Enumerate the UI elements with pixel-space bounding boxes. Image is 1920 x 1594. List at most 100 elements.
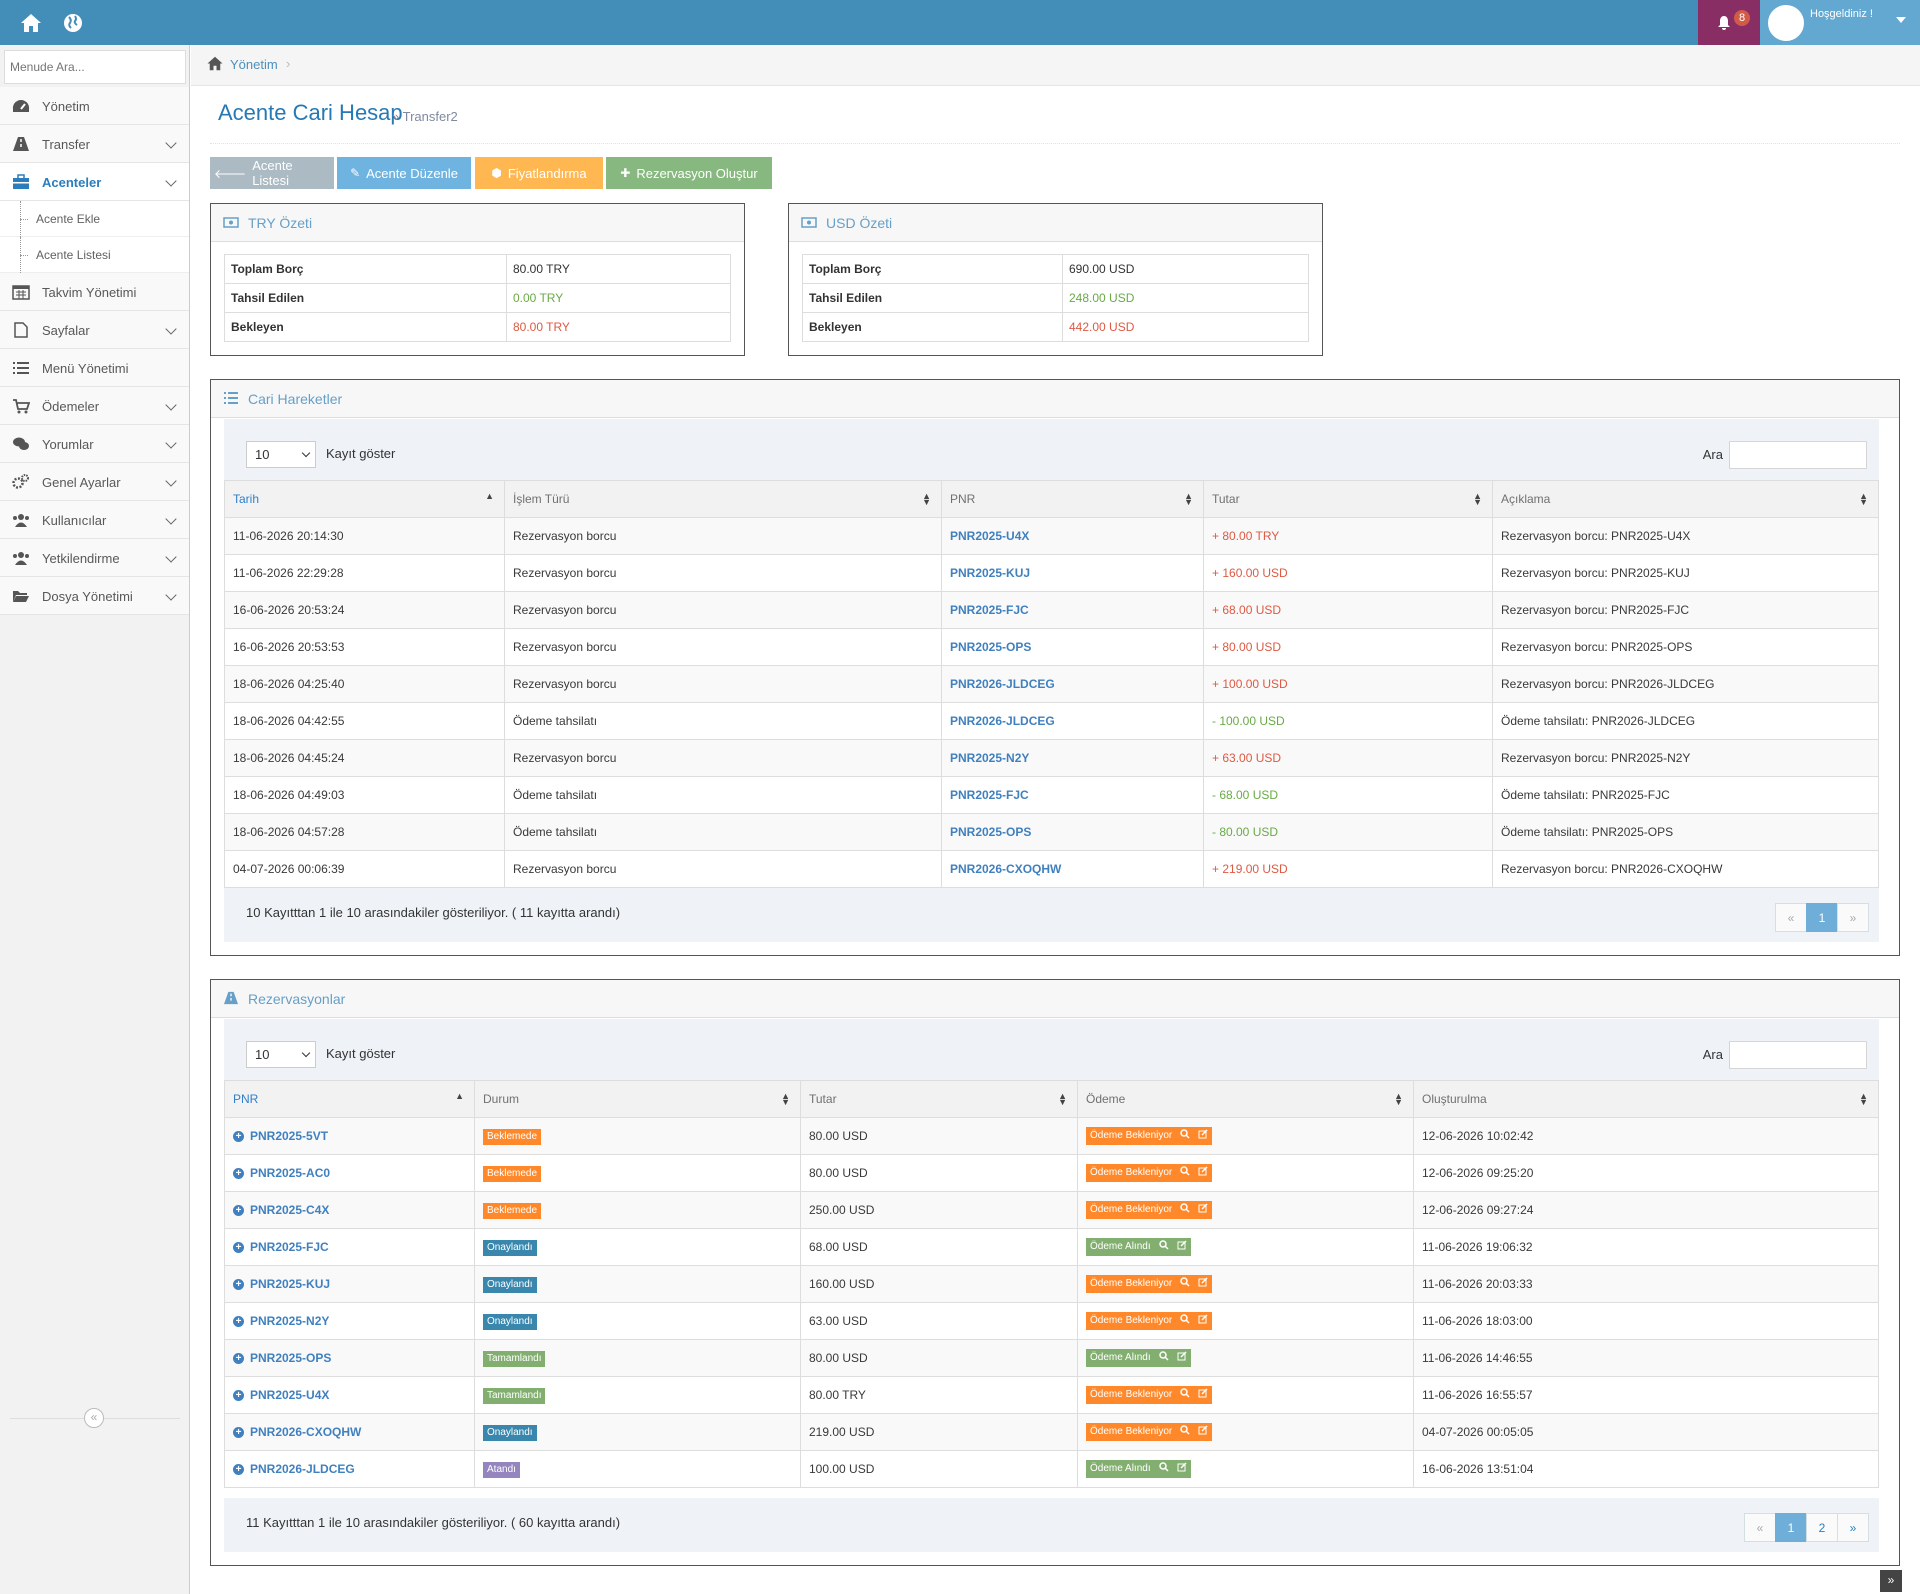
pnr-link[interactable]: PNR2025-OPS xyxy=(250,1351,332,1365)
sidebar-item-menu-yonetimi[interactable]: Menü Yönetimi xyxy=(0,349,189,387)
column-header-tutar[interactable]: Tutar ▲ ▼ xyxy=(800,1080,1078,1118)
pnr-link[interactable]: PNR2025-C4X xyxy=(250,1203,330,1217)
edit-icon[interactable] xyxy=(1198,1314,1208,1328)
zoom-icon[interactable] xyxy=(1158,1240,1169,1254)
pnr-link[interactable]: PNR2025-KUJ xyxy=(950,566,1031,580)
expand-plus-icon[interactable]: + xyxy=(233,1205,244,1217)
pnr-link[interactable]: PNR2025-KUJ xyxy=(250,1277,331,1291)
column-header-islem-turu[interactable]: İşlem Türü ▲ ▼ xyxy=(504,480,942,518)
pnr-link[interactable]: PNR2025-FJC xyxy=(950,788,1029,802)
sidebar-subitem-acente-listesi[interactable]: Acente Listesi xyxy=(0,237,189,273)
edit-icon[interactable] xyxy=(1177,1462,1187,1476)
pnr-link[interactable]: PNR2025-U4X xyxy=(250,1388,330,1402)
expand-plus-icon[interactable]: + xyxy=(233,1353,244,1365)
breadcrumb-link-yonetim[interactable]: Yönetim xyxy=(230,57,278,72)
table-search-input[interactable] xyxy=(1729,441,1867,469)
edit-icon[interactable] xyxy=(1198,1166,1208,1180)
expand-plus-icon[interactable]: + xyxy=(233,1131,244,1143)
sidebar-collapse-button[interactable]: « xyxy=(84,1408,104,1428)
sidebar-item-yetkilendirme[interactable]: Yetkilendirme xyxy=(0,539,189,577)
pnr-link[interactable]: PNR2025-OPS xyxy=(950,825,1032,839)
zoom-icon[interactable] xyxy=(1180,1203,1190,1217)
pagination-next[interactable]: » xyxy=(1837,1513,1869,1542)
home-icon[interactable] xyxy=(17,9,45,37)
expand-plus-icon[interactable]: + xyxy=(233,1464,244,1476)
pnr-link[interactable]: PNR2025-N2Y xyxy=(950,751,1030,765)
pnr-link[interactable]: PNR2026-JLDCEG xyxy=(950,677,1055,691)
edit-icon[interactable] xyxy=(1177,1351,1187,1365)
pnr-link[interactable]: PNR2025-FJC xyxy=(950,603,1029,617)
column-header-pnr[interactable]: PNR ▲ ▼ xyxy=(941,480,1204,518)
expand-plus-icon[interactable]: + xyxy=(233,1242,244,1254)
zoom-icon[interactable] xyxy=(1180,1388,1190,1402)
sidebar-subitem-acente-ekle[interactable]: Acente Ekle xyxy=(0,201,189,237)
zoom-icon[interactable] xyxy=(1180,1166,1190,1180)
edit-icon[interactable] xyxy=(1198,1129,1208,1143)
pagination-prev[interactable]: « xyxy=(1775,903,1807,932)
column-header-odeme[interactable]: Ödeme ▲ ▼ xyxy=(1077,1080,1414,1118)
pagination-page[interactable]: 2 xyxy=(1806,1513,1838,1542)
column-header-pnr[interactable]: PNR ▲ xyxy=(224,1080,475,1118)
expand-plus-icon[interactable]: + xyxy=(233,1279,244,1291)
page-length-select[interactable]: 10 xyxy=(246,441,316,468)
page-length-select[interactable]: 10 xyxy=(246,1041,316,1068)
column-header-tutar[interactable]: Tutar ▲ ▼ xyxy=(1203,480,1493,518)
scroll-to-top-button[interactable]: » xyxy=(1880,1570,1902,1592)
expand-plus-icon[interactable]: + xyxy=(233,1168,244,1180)
notifications-button[interactable]: 8 xyxy=(1698,0,1760,45)
sidebar-item-transfer[interactable]: Transfer xyxy=(0,125,189,163)
expand-plus-icon[interactable]: + xyxy=(233,1316,244,1328)
agency-list-button[interactable]: 🡐 Acente Listesi xyxy=(210,157,334,189)
sidebar-item-acenteler[interactable]: Acenteler xyxy=(0,163,189,201)
user-menu[interactable]: Hoşgeldiniz ! xyxy=(1760,0,1920,45)
column-header-durum[interactable]: Durum ▲ ▼ xyxy=(474,1080,801,1118)
sidebar-item-yorumlar[interactable]: Yorumlar xyxy=(0,425,189,463)
column-header-olusturulma[interactable]: Oluşturulma ▲ ▼ xyxy=(1413,1080,1879,1118)
edit-icon[interactable] xyxy=(1198,1388,1208,1402)
pagination-page[interactable]: 1 xyxy=(1806,903,1838,932)
pnr-link[interactable]: PNR2026-JLDCEG xyxy=(950,714,1055,728)
zoom-icon[interactable] xyxy=(1158,1351,1169,1365)
sidebar-item-odemeler[interactable]: Ödemeler xyxy=(0,387,189,425)
zoom-icon[interactable] xyxy=(1180,1277,1190,1291)
edit-icon[interactable] xyxy=(1177,1240,1187,1254)
pagination-next[interactable]: » xyxy=(1837,903,1869,932)
pnr-link[interactable]: PNR2025-OPS xyxy=(950,640,1032,654)
pnr-link[interactable]: PNR2026-JLDCEG xyxy=(250,1462,355,1476)
sidebar-item-takvim[interactable]: Takvim Yönetimi xyxy=(0,273,189,311)
header-label: Oluşturulma xyxy=(1422,1092,1487,1106)
pnr-link[interactable]: PNR2026-CXOQHW xyxy=(950,862,1062,876)
payment-badge: Ödeme Bekleniyor xyxy=(1086,1201,1213,1219)
pnr-link[interactable]: PNR2025-U4X xyxy=(950,529,1030,543)
globe-icon[interactable] xyxy=(59,9,87,37)
pnr-link[interactable]: PNR2025-5VT xyxy=(250,1129,329,1143)
pricing-button[interactable]: ⬢ Fiyatlandırma xyxy=(475,157,603,189)
expand-plus-icon[interactable]: + xyxy=(233,1390,244,1402)
agency-edit-button[interactable]: ✎ Acente Düzenle xyxy=(337,157,471,189)
zoom-icon[interactable] xyxy=(1180,1314,1190,1328)
sidebar-item-dosya-yonetimi[interactable]: Dosya Yönetimi xyxy=(0,577,189,615)
zoom-icon[interactable] xyxy=(1180,1425,1190,1439)
create-reservation-button[interactable]: ✚ Rezervasyon Oluştur xyxy=(606,157,772,189)
zoom-icon[interactable] xyxy=(1180,1129,1190,1143)
pagination-prev[interactable]: « xyxy=(1744,1513,1776,1542)
sidebar-item-sayfalar[interactable]: Sayfalar xyxy=(0,311,189,349)
edit-icon[interactable] xyxy=(1198,1277,1208,1291)
pnr-link[interactable]: PNR2025-AC0 xyxy=(250,1166,331,1180)
menu-search-input[interactable] xyxy=(4,50,186,84)
column-header-aciklama[interactable]: Açıklama ▲ ▼ xyxy=(1492,480,1879,518)
sidebar-item-kullanicilar[interactable]: Kullanıcılar xyxy=(0,501,189,539)
pnr-link[interactable]: PNR2025-FJC xyxy=(250,1240,329,1254)
home-icon[interactable] xyxy=(206,56,224,74)
edit-icon[interactable] xyxy=(1198,1425,1208,1439)
column-header-tarih[interactable]: Tarih ▲ xyxy=(224,480,505,518)
sidebar-item-genel-ayarlar[interactable]: Genel Ayarlar xyxy=(0,463,189,501)
table-search-input[interactable] xyxy=(1729,1041,1867,1069)
zoom-icon[interactable] xyxy=(1158,1462,1169,1476)
pnr-link[interactable]: PNR2025-N2Y xyxy=(250,1314,330,1328)
edit-icon[interactable] xyxy=(1198,1203,1208,1217)
pnr-link[interactable]: PNR2026-CXOQHW xyxy=(250,1425,362,1439)
expand-plus-icon[interactable]: + xyxy=(233,1427,244,1439)
sidebar-item-yonetim[interactable]: Yönetim xyxy=(0,87,189,125)
pagination-page[interactable]: 1 xyxy=(1775,1513,1807,1542)
